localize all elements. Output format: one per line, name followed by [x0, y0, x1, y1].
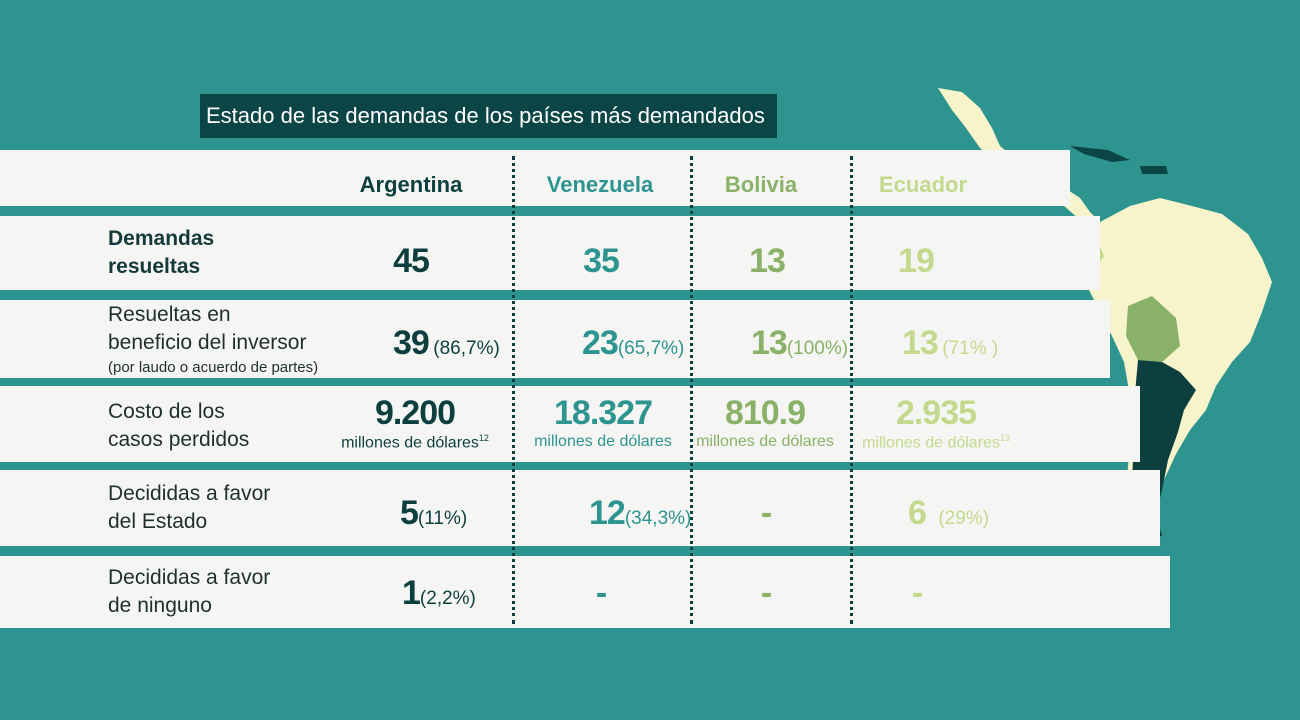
column-divider [512, 156, 515, 624]
column-divider [850, 156, 853, 624]
column-header-ecuador: Ecuador [878, 172, 968, 197]
costo-bolivia: 810.9 millones de dólares [696, 394, 834, 450]
row-band-ninguno [0, 556, 1170, 628]
row-label-ninguno: Decididas a favor de ninguno [108, 566, 271, 617]
costo-ecuador: 2.935 millones de dólares13 [862, 394, 1010, 452]
ninguno-argentina: 1(2,2%) [402, 574, 476, 612]
ninguno-bolivia: - [760, 574, 772, 612]
column-divider [690, 156, 693, 624]
inversor-ecuador: 13 (71% ) [902, 324, 999, 362]
map-bolivia [1126, 296, 1180, 362]
row-band-estado [0, 470, 1160, 546]
costo-venezuela: 18.327 millones de dólares [534, 394, 672, 450]
column-header-bolivia: Bolivia [724, 172, 798, 197]
inversor-venezuela: 23(65,7%) [582, 324, 685, 362]
estado-argentina: 5(11%) [400, 494, 468, 532]
column-header-venezuela: Venezuela [546, 172, 654, 197]
row-band-inversor [0, 300, 1110, 378]
row-label-costo: Costo de los casos perdidos [108, 400, 250, 451]
column-header-argentina: Argentina [359, 172, 463, 197]
row-label-demandas: Demandas resueltas [108, 227, 215, 278]
demandas-venezuela: 35 [583, 242, 620, 280]
demandas-ecuador: 19 [898, 242, 935, 280]
costo-argentina: 9.200 millones de dólares12 [341, 394, 489, 452]
ninguno-ecuador: - [911, 574, 923, 612]
row-band-demandas [0, 216, 1100, 290]
demandas-bolivia: 13 [749, 242, 786, 280]
inversor-bolivia: 13(100%) [751, 324, 849, 362]
ninguno-venezuela: - [595, 574, 607, 612]
estado-ecuador: 6 (29%) [908, 494, 990, 532]
inversor-argentina: 39 (86,7%) [393, 324, 500, 362]
row-band-costo [0, 386, 1140, 462]
map-cuba [1070, 146, 1130, 162]
row-label-inversor: Resueltas en beneficio del inversor (por… [108, 303, 319, 376]
row-label-estado: Decididas a favor del Estado [108, 482, 271, 533]
map-hispaniola [1140, 166, 1168, 174]
page-title: Estado de las demandas de los países más… [200, 94, 777, 138]
header-band [0, 150, 1070, 206]
estado-bolivia: - [760, 494, 772, 532]
demandas-argentina: 45 [393, 242, 430, 280]
estado-venezuela: 12(34,3%) [589, 494, 692, 532]
